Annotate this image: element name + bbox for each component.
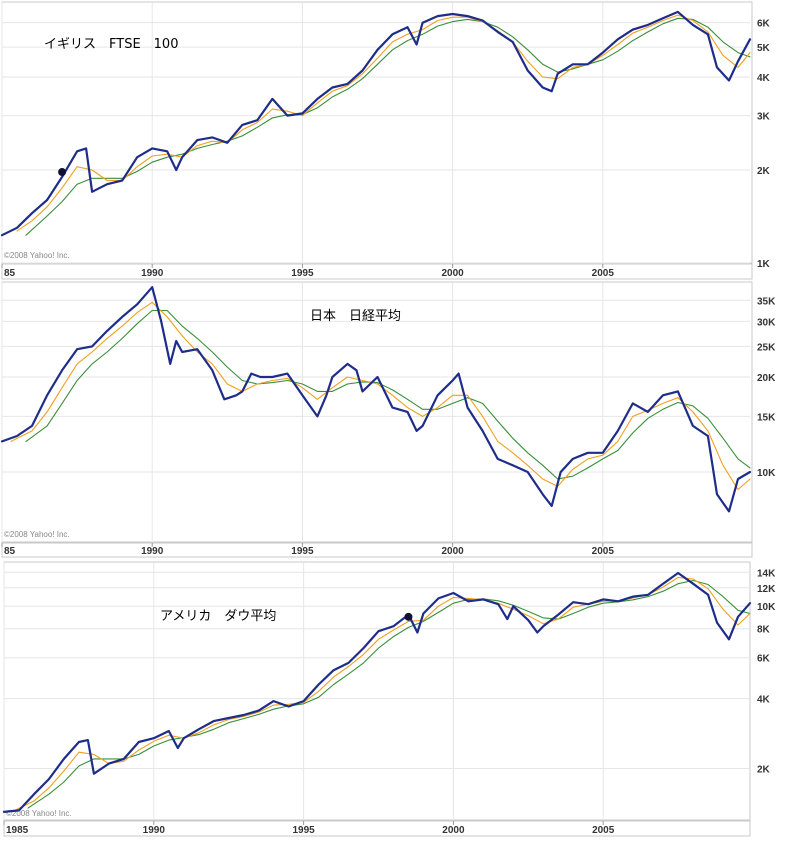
series-line-1 — [2, 571, 752, 813]
x-tick-label: 2005 — [592, 546, 615, 557]
series-line-3 — [27, 579, 751, 809]
plot-area — [3, 561, 751, 821]
y-tick-label: 10K — [757, 468, 776, 479]
x-axis-band — [3, 820, 751, 837]
series-line-3 — [25, 17, 751, 236]
y-tick-label: 20K — [757, 373, 776, 384]
copyright-credit: ©2008 Yahoo! Inc. — [6, 809, 72, 818]
x-tick-label: 1985 — [6, 825, 29, 836]
y-tick-label: 10K — [757, 602, 776, 613]
series-line-2 — [16, 14, 751, 232]
y-tick-label: 3K — [757, 112, 771, 123]
y-tick-label: 14K — [757, 568, 776, 579]
y-tick-label: 6K — [757, 19, 771, 30]
y-tick-label: 12K — [757, 584, 776, 595]
chart-panel-3: 14K 12K 10K 8K 6K 4K 2K 1985 1990 1995 2000 2005 ©20… — [2, 561, 776, 837]
x-tick-label: 2000 — [441, 268, 464, 279]
event-marker — [58, 168, 67, 177]
x-axis-band — [1, 542, 753, 558]
series-line-1 — [0, 10, 752, 237]
y-tick-label: 15K — [757, 412, 776, 423]
event-marker — [404, 612, 413, 621]
y-tick-label: 2K — [757, 166, 771, 177]
y-tick-label: 5K — [757, 43, 771, 54]
y-tick-label: 8K — [757, 625, 771, 636]
x-tick-label: 1995 — [292, 825, 315, 836]
copyright-credit: ©2008 Yahoo! Inc. — [4, 530, 70, 539]
y-tick-label: 25K — [757, 342, 776, 353]
chart-panel-1: 6K 5K 4K 3K 2K 1K 85 1990 1995 2000 2005 ©2008 Yaho… — [0, 1, 771, 280]
y-tick-label: 30K — [757, 317, 776, 328]
x-tick-label: 1990 — [143, 825, 166, 836]
y-tick-label: 2K — [757, 764, 771, 775]
copyright-credit: ©2008 Yahoo! Inc. — [4, 251, 70, 260]
y-tick-label: 1K — [757, 259, 771, 270]
x-tick-label: 85 — [4, 268, 16, 279]
y-tick-label: 4K — [757, 73, 771, 84]
x-tick-label: 1990 — [141, 268, 164, 279]
chart-title: 日本 日経平均 — [310, 309, 401, 324]
x-tick-label: 1990 — [141, 546, 164, 557]
plot-area — [1, 1, 753, 264]
y-tick-label: 35K — [757, 296, 776, 307]
y-tick-label: 4K — [757, 695, 771, 706]
x-tick-label: 2005 — [592, 825, 615, 836]
x-tick-label: 2000 — [441, 546, 464, 557]
x-tick-label: 1995 — [291, 268, 314, 279]
series-line-3 — [25, 309, 751, 480]
x-tick-label: 2000 — [442, 825, 465, 836]
x-tick-label: 85 — [4, 546, 16, 557]
x-tick-label: 2005 — [592, 268, 615, 279]
x-tick-label: 1995 — [291, 546, 314, 557]
chart-panel-2: 35K 30K 25K 20K 15K 10K 85 1990 1995 2000 2005 ©200… — [0, 281, 776, 558]
series-line-2 — [10, 301, 751, 491]
chart-title: アメリカ ダウ平均 — [160, 609, 276, 624]
series-line-1 — [0, 286, 752, 513]
x-axis-band — [1, 263, 753, 280]
y-tick-label: 6K — [757, 654, 771, 665]
chart-title: イギリス FTSE 100 — [44, 37, 178, 52]
